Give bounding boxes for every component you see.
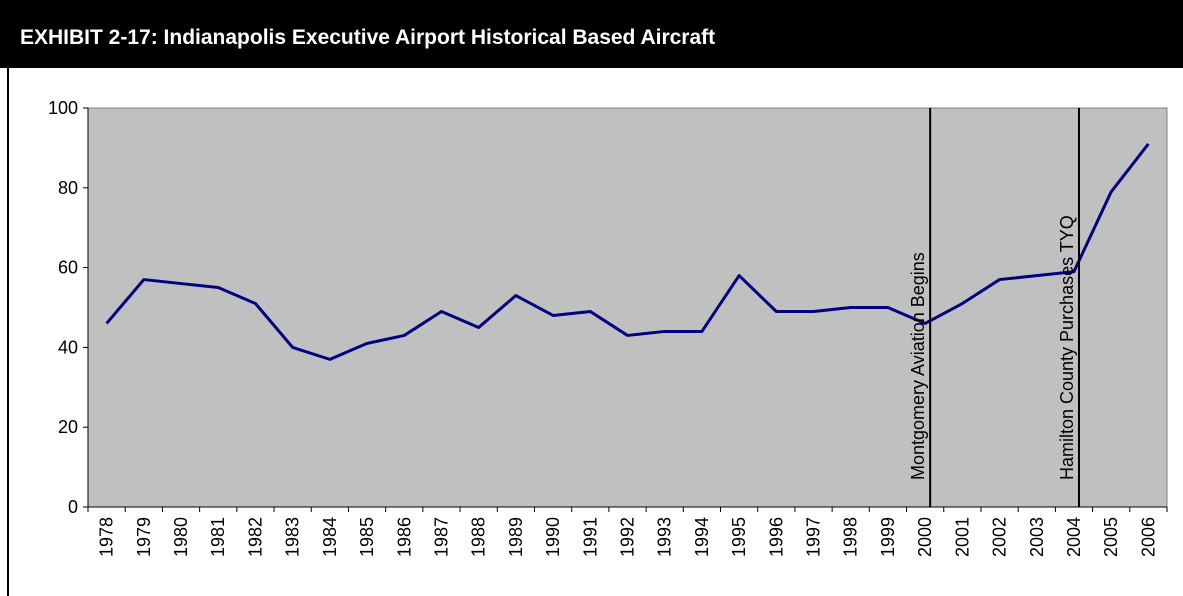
x-tick-label: 1991: [580, 517, 600, 557]
x-tick-label: 1984: [320, 517, 340, 557]
x-tick-label: 1996: [766, 517, 786, 557]
y-tick-label: 80: [58, 178, 78, 198]
plot-area: [87, 107, 1168, 508]
x-tick-label: 1986: [394, 517, 414, 557]
x-tick-label: 1983: [283, 517, 303, 557]
x-tick-label: 1990: [543, 517, 563, 557]
x-tick-label: 1989: [506, 517, 526, 557]
y-tick-label: 40: [58, 337, 78, 357]
x-tick-label: 2003: [1027, 517, 1047, 557]
frame-left: [7, 68, 9, 596]
x-tick-label: 1985: [357, 517, 377, 557]
x-tick-label: 2001: [952, 517, 972, 557]
x-tick-label: 1988: [469, 517, 489, 557]
x-tick-label: 1995: [729, 517, 749, 557]
data-line: [105, 142, 1150, 361]
x-tick-label: 1998: [841, 517, 861, 557]
chart-title: EXHIBIT 2-17: Indianapolis Executive Air…: [20, 26, 715, 49]
y-tick-label: 60: [58, 258, 78, 278]
y-tick-label: 100: [48, 98, 78, 118]
x-tick-label: 1981: [208, 517, 228, 557]
x-tick-label: 1980: [171, 517, 191, 557]
x-tick-label: 2005: [1101, 517, 1121, 557]
x-tick-label: 1994: [692, 517, 712, 557]
x-tick-label: 1992: [618, 517, 638, 557]
x-tick-label: 1987: [431, 517, 451, 557]
x-tick-label: 1982: [245, 517, 265, 557]
x-tick-label: 1997: [804, 517, 824, 557]
x-tick-label: 1999: [878, 517, 898, 557]
x-tick-label: 2002: [990, 517, 1010, 557]
x-tick-label: 2004: [1064, 517, 1084, 557]
x-tick-label: 1979: [134, 517, 154, 557]
x-tick-label: 1993: [655, 517, 675, 557]
y-tick-label: 0: [68, 497, 78, 517]
x-tick-label: 2006: [1138, 517, 1158, 557]
annotation-text: Montgomery Aviation Begins: [908, 252, 928, 480]
y-tick-label: 20: [58, 417, 78, 437]
x-tick-label: 2000: [915, 517, 935, 557]
x-tick-label: 1978: [97, 517, 117, 557]
annotation-text: Hamilton County Purchases TYQ: [1057, 215, 1077, 480]
title-bar: [0, 0, 1183, 68]
